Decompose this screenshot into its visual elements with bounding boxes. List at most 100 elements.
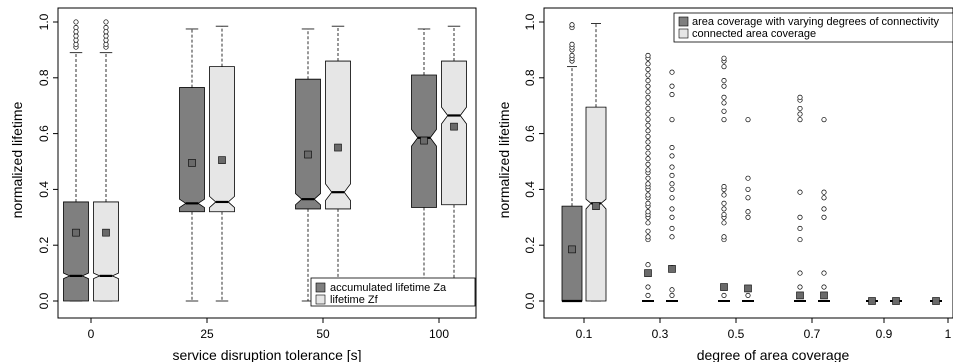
outlier-point — [721, 64, 727, 70]
left-box-50-b — [325, 25, 351, 302]
outlier-point — [721, 234, 727, 240]
outlier-point — [645, 209, 651, 215]
outlier-point — [721, 206, 727, 212]
right-box-0.1-b — [585, 22, 607, 302]
right-plot-frame — [543, 7, 953, 319]
outlier-point — [73, 25, 79, 31]
outlier-point — [645, 117, 651, 123]
outlier-point — [103, 29, 109, 35]
left-box-marks — [63, 19, 467, 302]
left-box-25-a — [179, 28, 205, 302]
right-box-0.3-b — [666, 69, 678, 302]
right-y-axis: 0.0 0.2 0.4 0.6 0.8 1.0 — [523, 13, 544, 309]
outlier-point — [669, 186, 675, 192]
outlier-point — [745, 117, 751, 123]
right-x-tick-label: 0.9 — [876, 327, 893, 341]
outlier-point — [645, 192, 651, 198]
left-x-tick-label: 100 — [429, 327, 449, 341]
outlier-point — [103, 37, 109, 43]
outlier-point — [73, 37, 79, 43]
right-box-0.7-a — [794, 94, 806, 302]
outlier-point — [745, 214, 751, 220]
right-y-tick-label: 0.8 — [523, 69, 537, 86]
mean-marker — [668, 265, 676, 273]
mean-marker — [218, 156, 226, 164]
outlier-point — [821, 214, 827, 220]
outlier-point — [721, 211, 727, 218]
right-legend: area coverage with varying degrees of co… — [673, 12, 953, 43]
left-box-0-b — [93, 19, 119, 302]
outlier-point — [103, 41, 109, 47]
left-x-tick-label: 50 — [316, 327, 330, 341]
outlier-point — [645, 175, 651, 181]
outlier-point — [669, 225, 675, 232]
outlier-point — [645, 100, 651, 106]
outlier-point — [73, 19, 79, 25]
left-legend-swatch-zf — [315, 294, 326, 305]
left-x-tick-label: 0 — [88, 327, 95, 341]
left-box-25-b — [209, 25, 235, 302]
mean-marker — [568, 245, 576, 254]
outlier-point — [721, 200, 727, 206]
right-chart: 0.0 0.2 0.4 0.6 0.8 1.0 0.1 0.3 0.5 0.7 0.9 1 norm… — [496, 7, 953, 362]
mean-marker — [102, 228, 110, 237]
outlier-point — [645, 145, 651, 151]
left-chart: 0.0 0.2 0.4 0.6 0.8 1.0 0 25 50 100 normalized l… — [9, 7, 477, 362]
right-box-0.5-b — [742, 117, 754, 302]
outlier-point — [669, 91, 675, 98]
outlier-point — [669, 195, 675, 201]
mean-marker — [720, 283, 728, 291]
outlier-point — [821, 195, 827, 201]
right-box-0.9-a — [866, 297, 878, 305]
outlier-point — [73, 33, 79, 39]
outlier-point — [669, 287, 675, 293]
left-legend-box — [310, 277, 476, 307]
left-box-50-a — [295, 28, 321, 302]
outlier-point — [73, 41, 79, 47]
right-legend-label-connected: connected area coverage — [692, 28, 816, 40]
outlier-point — [721, 192, 727, 198]
outlier-point — [73, 29, 79, 35]
right-box-marks — [561, 22, 942, 305]
left-legend: accumulated lifetime Za lifetime Zf — [310, 277, 476, 307]
mean-marker — [796, 291, 804, 300]
outlier-point — [645, 94, 651, 100]
outlier-point — [645, 122, 651, 128]
outlier-point — [645, 200, 651, 206]
outlier-point — [821, 117, 827, 123]
mean-marker — [304, 150, 312, 159]
outlier-point — [569, 52, 575, 59]
left-box-100-b — [441, 25, 467, 302]
outlier-point — [721, 83, 727, 89]
right-legend-swatch-connected — [678, 28, 689, 39]
left-legend-swatch-za — [315, 282, 326, 293]
outlier-point — [797, 270, 803, 276]
outlier-point — [569, 41, 575, 47]
outlier-point — [721, 55, 727, 61]
left-y-tick-label: 0.0 — [37, 292, 51, 309]
outlier-point — [645, 292, 651, 298]
outlier-point — [721, 184, 727, 190]
left-y-tick-label: 0.6 — [37, 125, 51, 142]
right-y-tick-label: 0.2 — [523, 237, 537, 254]
left-legend-label-zf: lifetime Zf — [330, 294, 379, 306]
mean-marker — [892, 297, 900, 305]
left-x-axis: 0 25 50 100 — [88, 318, 449, 341]
outlier-point — [669, 181, 675, 187]
outlier-point — [669, 117, 675, 123]
outlier-point — [645, 128, 651, 134]
outlier-point — [103, 33, 109, 39]
mean-marker — [744, 284, 752, 293]
outlier-point — [645, 105, 651, 112]
box-body — [325, 60, 351, 210]
right-x-tick-label: 0.7 — [804, 327, 821, 341]
outlier-point — [669, 145, 675, 151]
outlier-point — [669, 214, 675, 220]
right-y-tick-label: 0.0 — [523, 292, 537, 309]
mean-marker — [644, 269, 652, 277]
mean-marker — [868, 297, 876, 305]
outlier-point — [645, 139, 651, 145]
mean-marker — [188, 159, 196, 167]
right-y-axis-label: normalized lifetime — [496, 101, 512, 218]
outlier-point — [645, 52, 651, 59]
